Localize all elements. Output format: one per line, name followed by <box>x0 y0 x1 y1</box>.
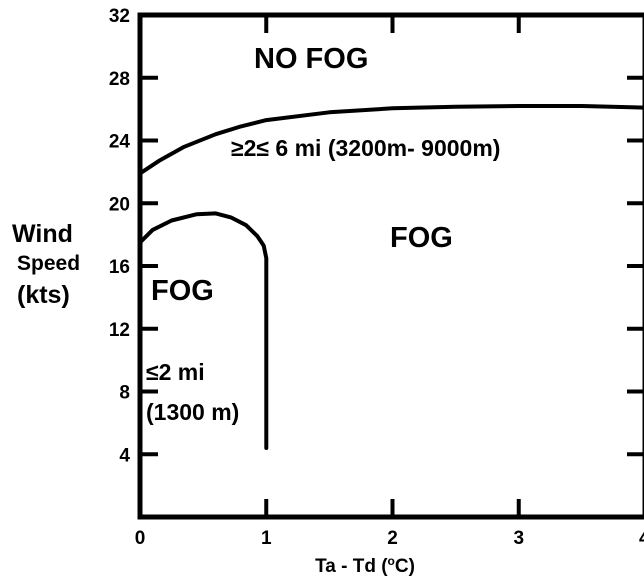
series-line-2 <box>138 211 269 450</box>
y-tick-labels: 4 8 12 16 20 24 28 32 <box>109 6 131 466</box>
x-tick-label-4: 4 <box>639 528 644 549</box>
y-tick-label-24: 24 <box>109 132 131 153</box>
x-tick-label-0: 0 <box>135 528 146 549</box>
x-tick-label-3: 3 <box>513 528 524 549</box>
x-axis-label: Ta - Td (oC) <box>315 554 415 577</box>
x-axis-label-unit: C) <box>395 556 415 577</box>
y-tick-marks <box>140 13 644 457</box>
y-tick-label-28: 28 <box>109 69 130 90</box>
x-axis-label-main: Ta - Td ( <box>315 556 388 577</box>
y-axis-label-line-1: Wind <box>12 220 73 248</box>
y-tick-label-20: 20 <box>109 194 130 215</box>
fog-right-label: FOG <box>390 222 453 254</box>
x-tick-label-2: 2 <box>387 528 398 549</box>
visibility-lower-label-line-2: (1300 m) <box>146 399 239 425</box>
x-tick-label-1: 1 <box>261 528 272 549</box>
x-axis-label-degree: o <box>388 554 395 568</box>
series-line-1 <box>138 104 644 176</box>
y-tick-label-32: 32 <box>109 6 130 27</box>
x-tick-marks <box>264 15 521 517</box>
y-axis-label-line-2: Speed <box>17 252 80 275</box>
plot-frame <box>137 12 644 520</box>
visibility-lower-label-line-1: ≤2 mi <box>146 359 205 385</box>
y-tick-label-4: 4 <box>119 445 130 466</box>
no-fog-label: NO FOG <box>254 43 368 75</box>
y-tick-label-12: 12 <box>109 320 130 341</box>
y-axis-label-line-3: (kts) <box>17 281 70 309</box>
visibility-upper-label: ≥2≤ 6 mi (3200m- 9000m) <box>231 135 500 161</box>
y-tick-label-8: 8 <box>119 383 130 404</box>
series-lines <box>138 104 644 450</box>
x-tick-labels: 0 1 2 3 4 <box>135 528 644 549</box>
fog-left-label: FOG <box>151 275 214 307</box>
y-tick-label-16: 16 <box>109 257 130 278</box>
